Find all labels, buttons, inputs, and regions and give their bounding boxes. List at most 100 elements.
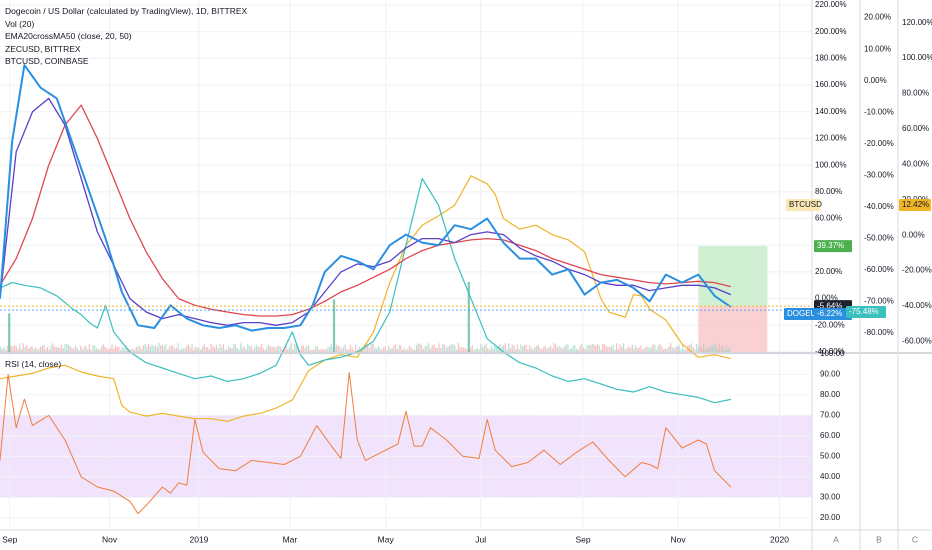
series-rsi-14-close-[interactable] (0, 371, 732, 515)
volume-bar (556, 347, 559, 352)
volume-bar (410, 348, 412, 352)
volume-bar (535, 346, 538, 352)
volume-bar (323, 349, 325, 352)
volume-bar (541, 349, 543, 352)
volume-bar (83, 346, 85, 352)
volume-bar (182, 348, 184, 352)
volume-bar (314, 346, 317, 352)
series-dogeusd[interactable] (0, 64, 732, 332)
indicator-zec[interactable]: ZECUSD, BITTREX (5, 43, 81, 54)
volume-bar (165, 343, 167, 352)
scale-column-c[interactable]: C (912, 534, 918, 544)
volume-bar (168, 346, 171, 352)
volume-bar (73, 348, 75, 352)
volume-bar (375, 348, 378, 352)
volume-bar (247, 344, 249, 352)
axis-rsi-tick: 80.00 (820, 390, 841, 399)
indicator-btc[interactable]: BTCUSD, COINBASE (5, 56, 89, 66)
series-zecusd[interactable] (0, 177, 731, 404)
volume-bar (203, 343, 205, 352)
volume-bar (671, 347, 673, 352)
volume-bar (492, 348, 494, 352)
volume-bar (365, 343, 367, 352)
volume-bar (704, 349, 706, 352)
volume-bar (694, 349, 696, 352)
volume-bar (617, 349, 619, 352)
rsi-title[interactable]: RSI (14, close) (5, 359, 62, 369)
volume-bar (330, 343, 332, 352)
axis-c-tick: -60.00% (902, 336, 932, 345)
volume-bar (267, 344, 270, 352)
series-btcusd[interactable] (0, 175, 731, 422)
volume-bar (668, 346, 670, 352)
volume-bar (109, 348, 111, 352)
volume-bar (408, 345, 411, 352)
indicator-vol[interactable]: Vol (20) (5, 18, 35, 29)
volume-bar (553, 343, 555, 352)
volume-bar (501, 347, 503, 352)
volume-bar (301, 345, 303, 352)
volume-bar (570, 348, 573, 352)
volume-bar (316, 346, 318, 352)
series-ma50[interactable] (0, 104, 731, 317)
volume-bar (269, 346, 271, 352)
volume-bar (605, 345, 607, 352)
volume-bar (123, 347, 125, 352)
volume-bar (67, 344, 70, 352)
axis-c-tick: 60.00% (902, 124, 929, 133)
volume-bar (591, 344, 593, 352)
badge-zec-value: -75.48% (849, 307, 879, 316)
volume-bar (662, 349, 665, 352)
volume-bar (441, 344, 444, 352)
volume-bar (62, 348, 64, 352)
volume-bar (459, 346, 461, 352)
axis-main-tick: 100.00% (815, 160, 847, 169)
volume-bar (121, 346, 124, 352)
volume-bar (589, 345, 592, 352)
badge-btc-label-bg (786, 199, 820, 211)
scale-column-b[interactable]: B (876, 534, 882, 544)
volume-bar (455, 349, 458, 352)
position-profit-zone[interactable] (698, 246, 768, 307)
position-loss-zone[interactable] (698, 306, 768, 352)
volume-bar (337, 345, 339, 352)
scale-column-a[interactable]: A (833, 534, 839, 544)
volume-bar (515, 349, 517, 352)
indicator-ema[interactable]: EMA20crossMA50 (close, 20, 50) (5, 31, 132, 41)
axis-main-tick: 220.00% (815, 0, 847, 9)
volume-bar (454, 345, 456, 352)
volume-bar (666, 348, 668, 352)
volume-bar (52, 343, 54, 352)
volume-bar (29, 346, 31, 352)
axis-b-tick: -30.00% (864, 170, 894, 179)
volume-bar (191, 343, 193, 352)
volume-bar (624, 349, 626, 352)
volume-bar (299, 349, 301, 352)
volume-bar (26, 345, 28, 352)
volume-bar (635, 345, 637, 352)
volume-bar (722, 345, 724, 352)
volume-bar (266, 347, 268, 352)
volume-bar (560, 346, 562, 352)
volume-bar (575, 348, 578, 352)
volume-bar (659, 343, 661, 352)
volume-bar (236, 348, 238, 352)
volume-bar (172, 345, 174, 352)
axis-b-tick: -20.00% (864, 139, 894, 148)
volume-bar (709, 346, 712, 352)
volume-bar (71, 347, 73, 352)
time-axis-label: 2020 (770, 534, 789, 544)
volume-bar (31, 346, 33, 352)
axis-main-tick: 20.00% (815, 267, 842, 276)
volume-bar (678, 345, 680, 352)
volume-bar (655, 349, 658, 352)
volume-bar (664, 348, 666, 352)
volume-bar (92, 345, 94, 352)
volume-bar (633, 348, 635, 352)
volume-bar (708, 348, 710, 352)
axis-c-tick: -20.00% (902, 266, 932, 275)
volume-bar (10, 345, 12, 352)
axis-rsi-tick: 90.00 (820, 370, 841, 379)
volume-bar (485, 343, 487, 352)
